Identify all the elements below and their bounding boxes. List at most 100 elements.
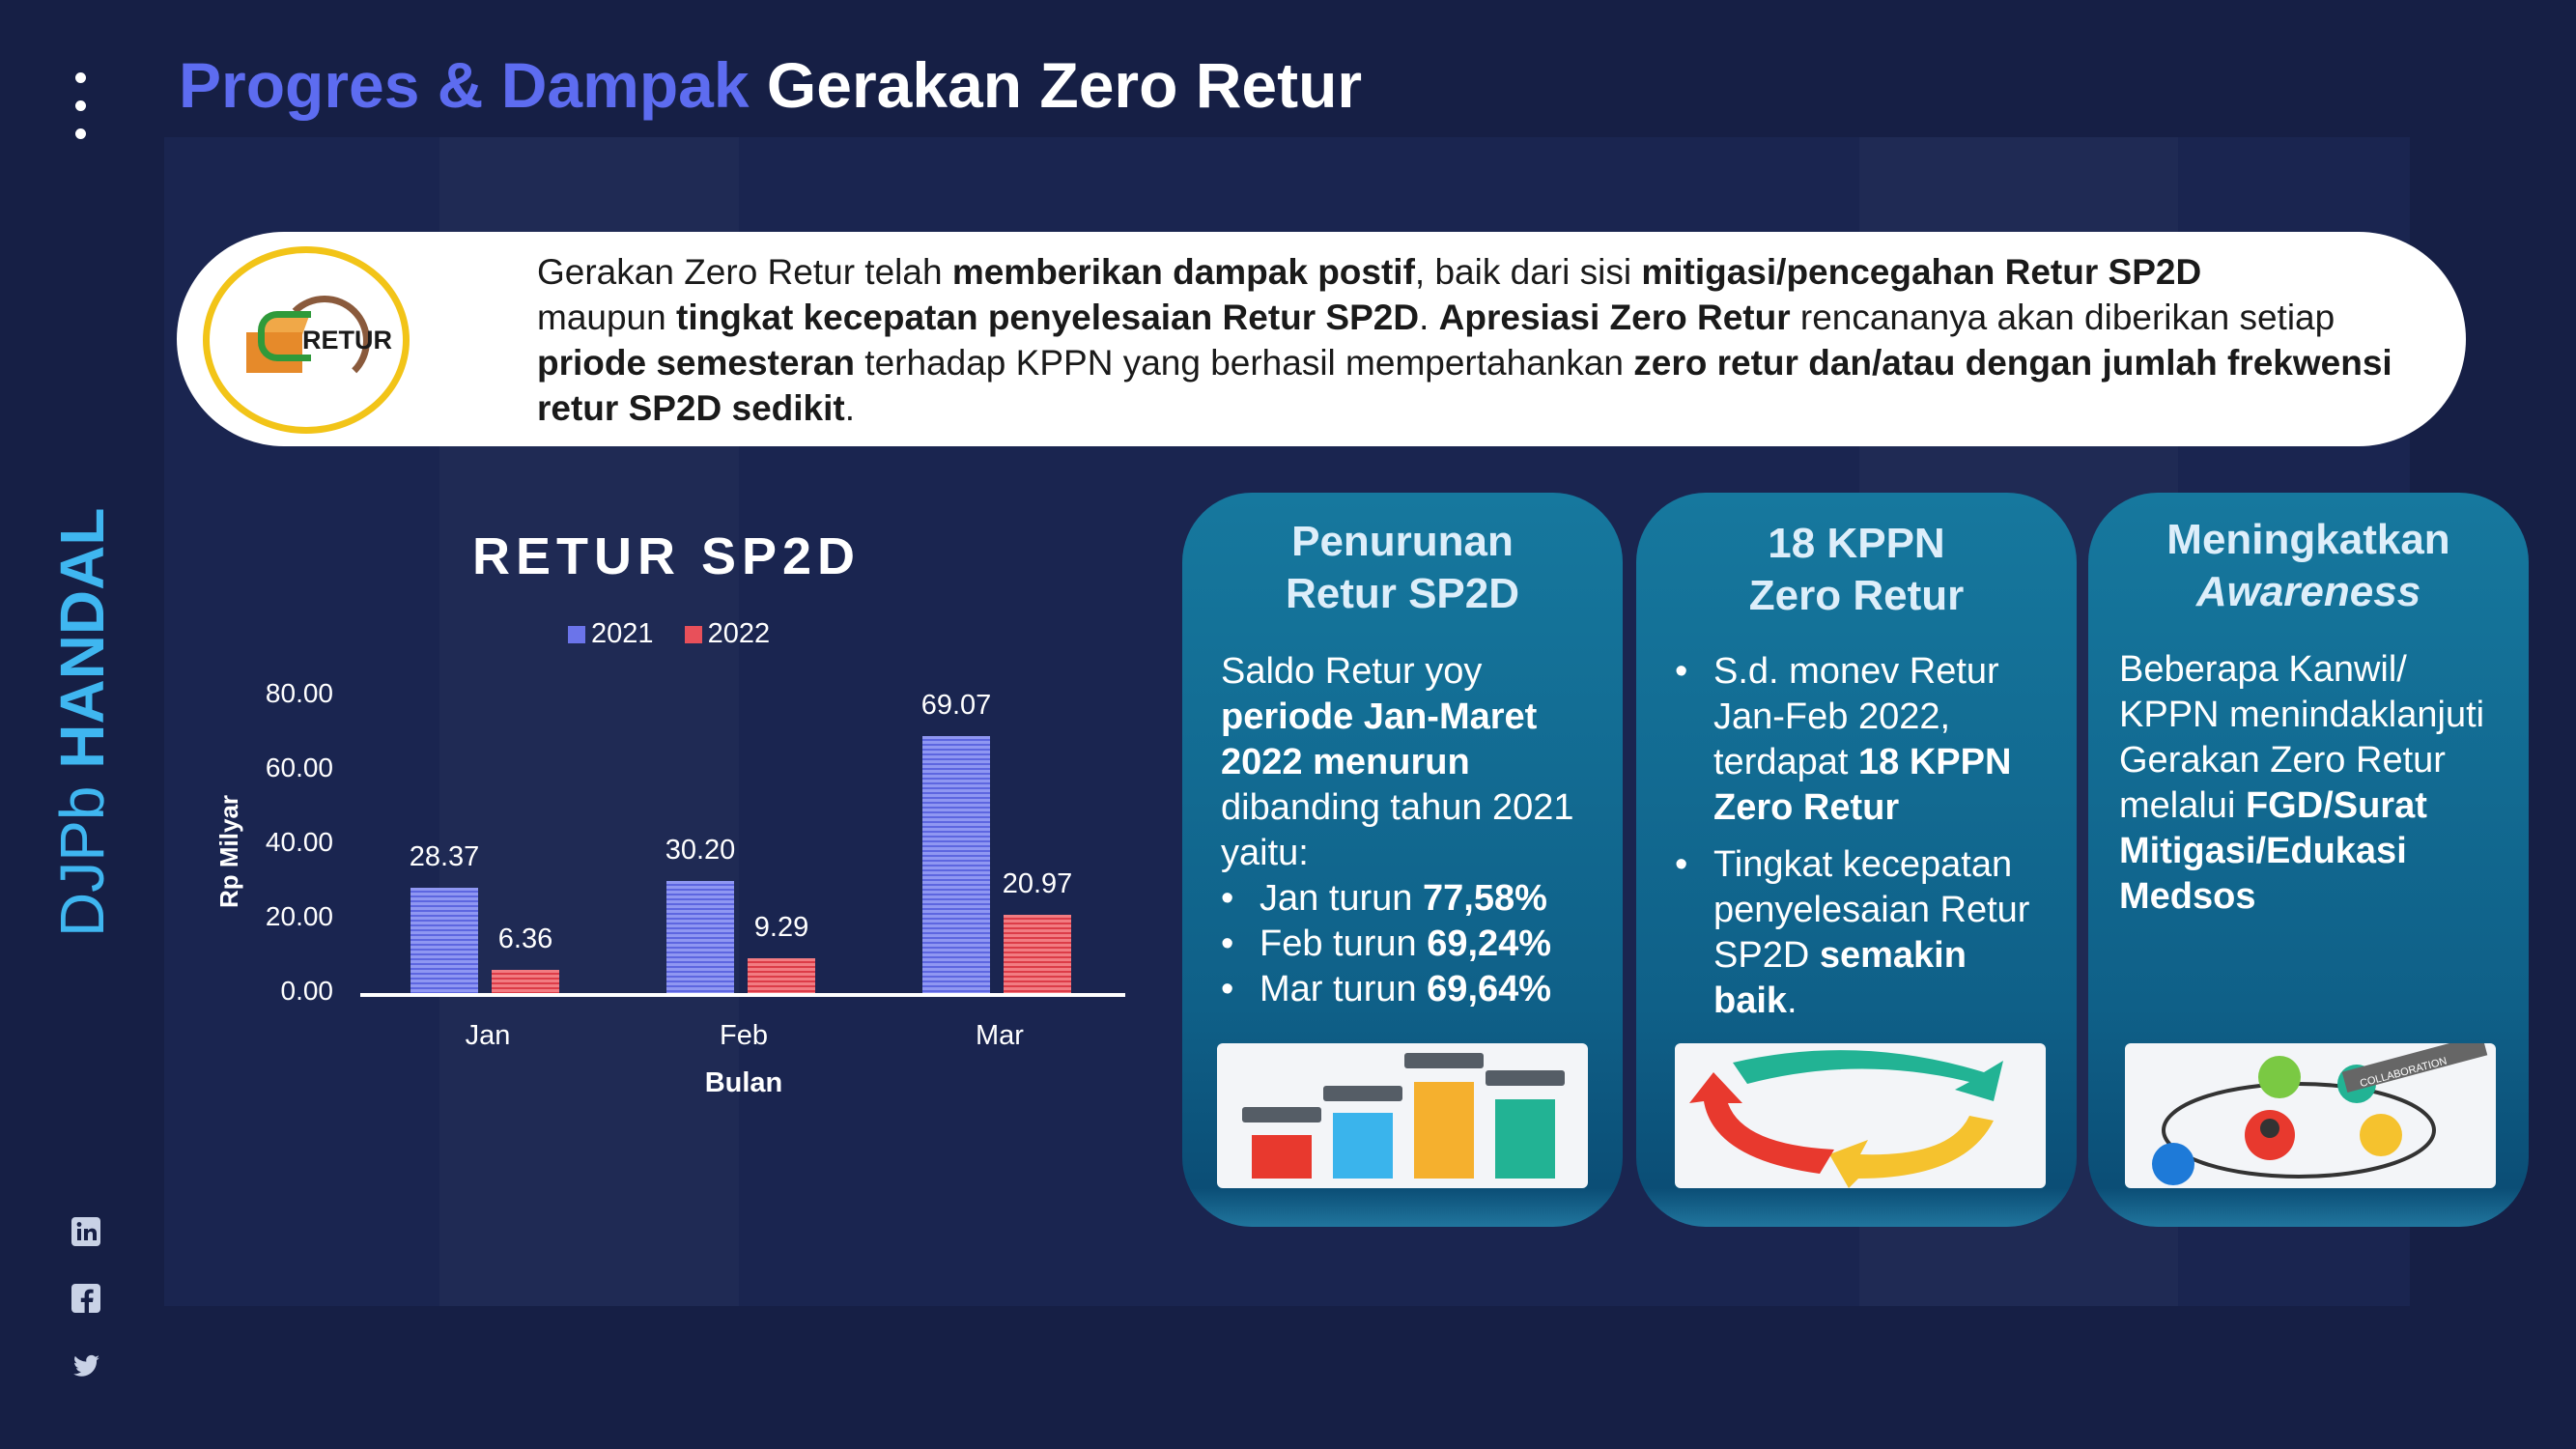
bar-2021-jan: [410, 887, 478, 993]
list-item: S.d. monev Retur Jan-Feb 2022, terdapat …: [1675, 649, 2052, 831]
x-axis-line: [360, 993, 1125, 997]
legend-swatch: [684, 626, 702, 644]
banner-bold-segment: tingkat kecepatan penyelesaian Retur SP2…: [676, 298, 1420, 337]
data-label: 28.37: [409, 840, 480, 872]
x-tick-label: Feb: [720, 1020, 768, 1051]
data-label: 9.29: [753, 912, 809, 944]
info-banner: [177, 232, 2466, 446]
chart-legend: 2021 2022: [568, 618, 793, 650]
bar-2022-feb: [748, 958, 815, 993]
y-tick-label: 60.00: [265, 753, 333, 782]
retur-logo: RETUR: [203, 246, 410, 434]
card-reflection: [1636, 1188, 2077, 1227]
banner-text-segment: .: [844, 388, 856, 428]
vertical-dots-icon[interactable]: [75, 72, 89, 156]
x-axis-label: Bulan: [704, 1067, 783, 1098]
twitter-icon[interactable]: [70, 1349, 102, 1381]
card-text: Saldo Retur yoy: [1221, 651, 1483, 692]
banner-text: Gerakan Zero Retur telah memberikan damp…: [537, 249, 2420, 431]
card-heading-line: Retur SP2D: [1285, 570, 1520, 617]
card-text: dibanding tahun 2021 yaitu:: [1221, 787, 1574, 873]
logo-text: RETUR: [302, 326, 392, 355]
collaboration-network-illustration: COLLABORATION: [2125, 1043, 2496, 1188]
card-heading: 18 KPPN Zero Retur: [1636, 518, 2077, 622]
list-item-text: Feb turun: [1260, 923, 1428, 964]
list-item: Mar turun 69,64%: [1221, 967, 1607, 1012]
y-tick-label: 40.00: [265, 827, 333, 857]
list-item: Tingkat kecepatan penyelesaian Retur SP2…: [1675, 842, 2052, 1024]
legend-label: 2021: [591, 618, 654, 649]
banner-bold-segment: priode semesteran: [537, 343, 856, 383]
banner-text-segment: maupun: [537, 298, 676, 337]
card-list: S.d. monev Retur Jan-Feb 2022, terdapat …: [1665, 649, 2052, 1024]
brand-part1: DJPb: [47, 785, 117, 938]
list-item: Feb turun 69,24%: [1221, 922, 1607, 967]
bar-2022-mar: [1004, 915, 1071, 993]
card-body: Beberapa Kanwil/ KPPN menindaklanjuti Ge…: [2119, 647, 2515, 920]
card-heading-line: Penurunan: [1291, 518, 1514, 565]
legend-item-2021: 2021: [568, 618, 654, 649]
card-reflection: [2088, 1188, 2529, 1227]
card-text-bold: periode Jan-Maret 2022 menurun: [1221, 696, 1538, 782]
card-reflection: [1182, 1188, 1623, 1227]
logo-ring-icon: [279, 296, 370, 386]
data-label: 20.97: [1002, 868, 1073, 900]
card-heading-line: Awareness: [2195, 568, 2421, 615]
title-main: Gerakan Zero Retur: [766, 49, 1363, 121]
banner-text-segment: Gerakan Zero Retur telah: [537, 252, 952, 292]
legend-swatch: [568, 626, 585, 644]
legend-label: 2022: [707, 618, 771, 649]
x-tick-label: Jan: [465, 1020, 511, 1051]
card-heading: Penurunan Retur SP2D: [1182, 516, 1623, 620]
list-item-text: Tingkat kecepatan penyelesaian Retur SP2…: [1713, 844, 2030, 976]
page-title: Progres & Dampak Gerakan Zero Retur: [179, 48, 1362, 122]
banner-text-segment: .: [1419, 298, 1439, 337]
banner-bold-segment: memberikan dampak postif: [951, 252, 1415, 292]
data-label: 30.20: [665, 834, 736, 866]
x-tick-label: Mar: [976, 1020, 1024, 1051]
data-label: 69.07: [920, 690, 992, 722]
list-item-value: 69,64%: [1427, 969, 1552, 1009]
list-item-value: 18 KPPN Zero Retur: [1713, 742, 2012, 828]
banner-bold-segment: mitigasi/pencegahan Retur SP2D: [1641, 252, 2202, 292]
data-label: 6.36: [497, 923, 553, 954]
linkedin-icon[interactable]: [70, 1215, 102, 1248]
card-body: Saldo Retur yoy periode Jan-Maret 2022 m…: [1221, 649, 1607, 1012]
list-item-text: .: [1787, 980, 1798, 1021]
facebook-icon[interactable]: [70, 1282, 102, 1315]
card-heading-line: Meningkatkan: [2166, 516, 2450, 563]
list-item: Jan turun 77,58%: [1221, 876, 1607, 922]
card-heading-line: Zero Retur: [1748, 572, 1965, 619]
y-tick-label: 80.00: [265, 678, 333, 708]
banner-text-segment: rencananya akan diberikan setiap: [1790, 298, 2335, 337]
banner-text-segment: terhadap KPPN yang berhasil mempertahank…: [855, 343, 1634, 383]
card-heading-line: 18 KPPN: [1768, 520, 1945, 567]
brand-vertical: DJPb HANDAL: [46, 508, 118, 937]
banner-bold-segment: Apresiasi Zero Retur: [1438, 298, 1791, 337]
card-zero-retur: 18 KPPN Zero Retur S.d. monev Retur Jan-F…: [1636, 493, 2077, 1227]
banner-bold-segment: zero retur dan/atau dengan jumlah frekwe…: [537, 343, 2392, 428]
card-awareness: Meningkatkan Awareness Beberapa Kanwil/ K…: [2088, 493, 2529, 1227]
legend-item-2022: 2022: [684, 618, 771, 649]
list-item-text: Mar turun: [1260, 969, 1428, 1009]
chart-title: RETUR SP2D: [471, 527, 862, 585]
bar-2021-feb: [666, 880, 734, 993]
card-heading: Meningkatkan Awareness: [2088, 514, 2529, 618]
banner-text-segment: , baik dari sisi: [1414, 252, 1642, 292]
list-item-text: Jan turun: [1260, 878, 1423, 919]
y-tick-label: 0.00: [280, 976, 334, 1006]
bar-2022-jan: [492, 969, 559, 993]
card-body: S.d. monev Retur Jan-Feb 2022, terdapat …: [1665, 649, 2052, 1024]
list-item-text: S.d. monev Retur Jan-Feb 2022, terdapat: [1713, 651, 1999, 782]
cycle-arrows-illustration: [1675, 1043, 2046, 1188]
title-highlight: Progres & Dampak: [179, 49, 750, 121]
brand-part2: HANDAL: [47, 507, 117, 769]
card-text-bold: FGD/Surat Mitigasi/Edukasi Medsos: [2119, 785, 2427, 917]
list-item-value: semakin baik: [1713, 935, 1967, 1021]
card-text: Beberapa Kanwil/ KPPN menindaklanjuti Ge…: [2119, 649, 2485, 826]
card-penurunan: Penurunan Retur SP2D Saldo Retur yoy peri…: [1182, 493, 1623, 1227]
list-item-value: 77,58%: [1423, 878, 1547, 919]
y-tick-label: 20.00: [265, 901, 333, 931]
bar-2021-mar: [922, 736, 990, 993]
list-item-value: 69,24%: [1427, 923, 1552, 964]
